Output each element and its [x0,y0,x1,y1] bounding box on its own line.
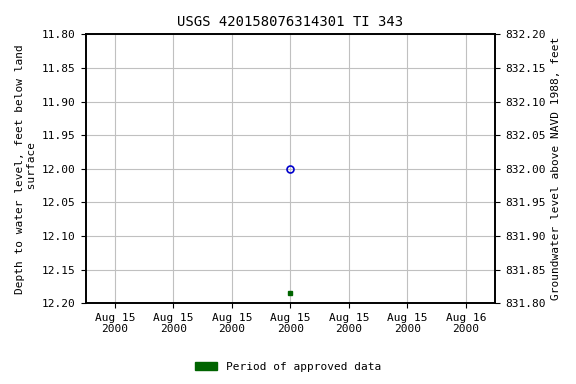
Title: USGS 420158076314301 TI 343: USGS 420158076314301 TI 343 [177,15,403,29]
Y-axis label: Groundwater level above NAVD 1988, feet: Groundwater level above NAVD 1988, feet [551,37,561,300]
Y-axis label: Depth to water level, feet below land
 surface: Depth to water level, feet below land su… [15,44,37,294]
Legend: Period of approved data: Period of approved data [191,358,385,377]
